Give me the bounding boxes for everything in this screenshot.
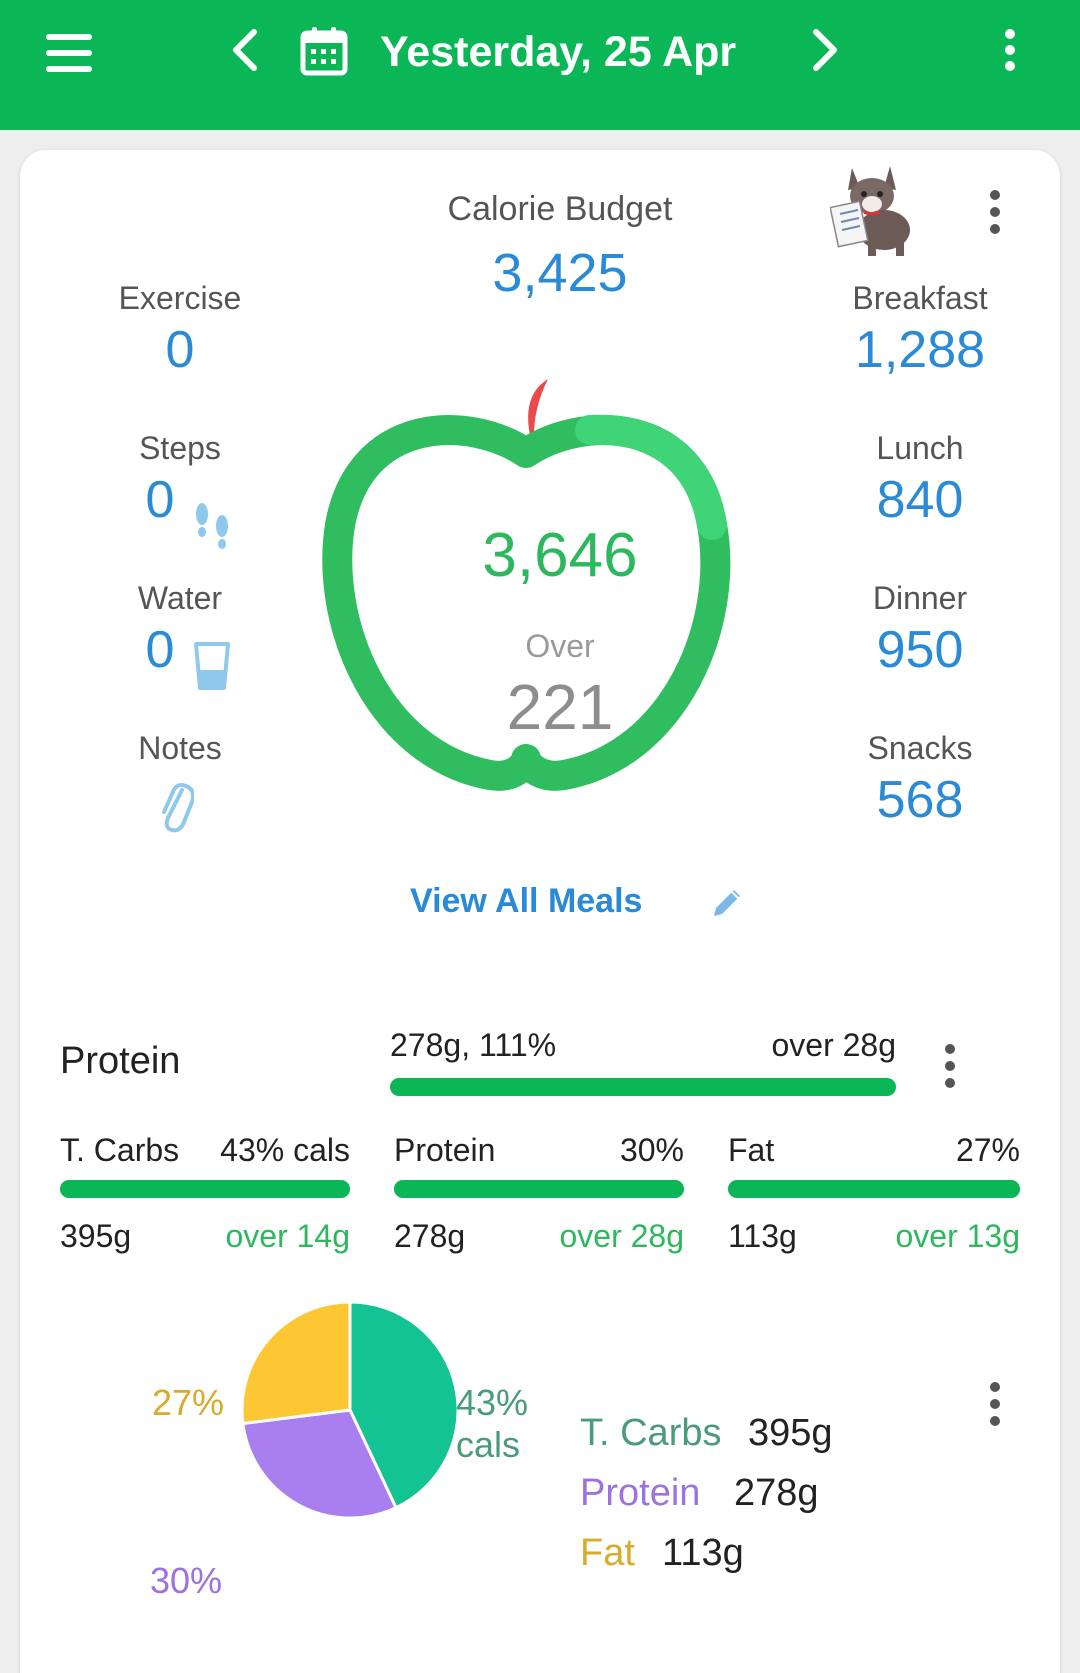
calorie-budget-value[interactable]: 3,425: [492, 243, 628, 303]
notes-label: Notes: [138, 730, 222, 766]
exercise-value[interactable]: 0: [165, 321, 195, 379]
macro-carbs-label: T. Carbs: [60, 1132, 180, 1168]
calorie-budget-label: Calorie Budget: [447, 190, 673, 228]
pie-menu-icon[interactable]: [980, 1380, 1010, 1430]
macro-fat-grams: 113g: [728, 1218, 797, 1254]
dinner-label: Dinner: [872, 580, 968, 616]
macro-carbs-pct: 43% cals: [220, 1132, 350, 1168]
protein-goal-menu-icon[interactable]: [935, 1042, 965, 1092]
chevron-right-icon[interactable]: [800, 20, 850, 80]
macro-protein-pct: 30%: [619, 1132, 684, 1168]
legend-protein-grams: 278g: [734, 1472, 819, 1514]
overflow-menu-icon[interactable]: [990, 20, 1030, 80]
pie-slice-protein[interactable]: [241, 1408, 398, 1520]
footsteps-icon[interactable]: [190, 500, 234, 559]
lunch-label: Lunch: [876, 430, 964, 466]
calendar-icon[interactable]: [295, 20, 353, 82]
lunch-value[interactable]: 840: [876, 471, 964, 529]
legend-fat-name: Fat: [580, 1532, 635, 1574]
summary-card: Calorie Budget 3,425 Exercise 0 Steps 0 …: [20, 150, 1060, 1673]
legend-carbs-grams: 395g: [748, 1412, 833, 1454]
paperclip-icon[interactable]: [158, 778, 196, 839]
dog-mascot-icon[interactable]: [829, 160, 920, 265]
macro-fat-pct: 27%: [955, 1132, 1020, 1168]
card-menu-icon[interactable]: [980, 188, 1010, 238]
pie-slice-fat[interactable]: [240, 1300, 352, 1426]
date-title[interactable]: Yesterday, 25 Apr: [380, 28, 737, 76]
protein-goal-over: over 28g: [771, 1027, 896, 1063]
pie-pct-carbs-sub: cals: [456, 1424, 521, 1465]
breakfast-value[interactable]: 1,288: [854, 321, 986, 379]
legend-protein-name: Protein: [580, 1472, 701, 1514]
calories-eaten-value: 3,646: [482, 521, 638, 590]
protein-goal-title: Protein: [60, 1040, 181, 1082]
macro-carbs-bar: [60, 1180, 350, 1198]
water-value[interactable]: 0: [145, 621, 175, 679]
macro-carbs-over: over 14g: [225, 1218, 350, 1254]
macro-protein-track: [394, 1180, 684, 1198]
pie-pct-fat: 27%: [152, 1382, 225, 1423]
steps-value[interactable]: 0: [145, 471, 175, 529]
protein-goal-amount: 278g, 111%: [390, 1027, 557, 1063]
snacks-label: Snacks: [867, 730, 973, 766]
over-value: 221: [506, 671, 614, 743]
legend-fat-grams: 113g: [662, 1532, 744, 1574]
chevron-left-icon[interactable]: [220, 20, 270, 80]
dinner-value[interactable]: 950: [876, 621, 964, 679]
macro-fat-over: over 13g: [895, 1218, 1020, 1254]
macro-fat-track: [728, 1180, 1020, 1198]
pie-slice-t-carbs[interactable]: [348, 1300, 460, 1510]
pie-pct-carbs: 43%: [456, 1382, 529, 1423]
legend-carbs-name: T. Carbs: [580, 1412, 722, 1454]
macro-protein-grams: 278g: [394, 1218, 466, 1254]
macro-carbs-track: [60, 1180, 350, 1198]
water-label: Water: [137, 580, 223, 616]
breakfast-label: Breakfast: [852, 280, 988, 316]
macro-protein-over: over 28g: [559, 1218, 684, 1254]
top-app-bar: Yesterday, 25 Apr: [0, 0, 1080, 130]
steps-label: Steps: [139, 430, 221, 466]
macro-carbs-grams: 395g: [60, 1218, 132, 1254]
macro-fat-label: Fat: [728, 1132, 775, 1168]
menu-icon[interactable]: [40, 22, 100, 82]
edit-pencil-icon[interactable]: [710, 886, 744, 925]
macro-fat-bar: [728, 1180, 1020, 1198]
view-all-meals-link[interactable]: View All Meals: [410, 882, 643, 920]
over-label: Over: [525, 628, 595, 664]
pie-pct-protein: 30%: [150, 1560, 223, 1601]
macro-protein-label: Protein: [394, 1132, 496, 1168]
water-glass-icon[interactable]: [192, 640, 232, 697]
exercise-label: Exercise: [118, 280, 242, 316]
snacks-value[interactable]: 568: [876, 771, 964, 829]
protein-goal-bar: [390, 1078, 896, 1096]
protein-goal-track: [390, 1078, 896, 1096]
macro-protein-bar: [394, 1180, 684, 1198]
apple-progress-ring[interactable]: [320, 335, 780, 855]
macro-pie-chart[interactable]: [230, 1290, 470, 1530]
